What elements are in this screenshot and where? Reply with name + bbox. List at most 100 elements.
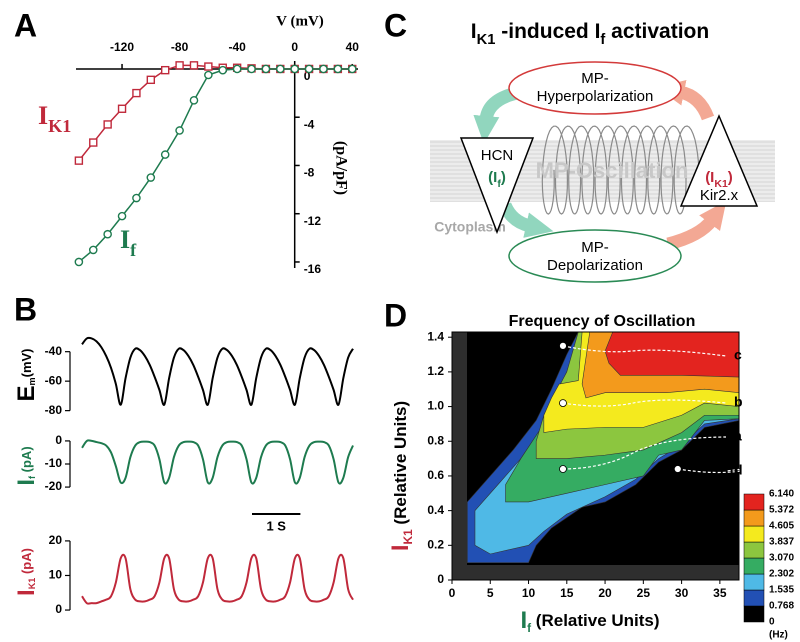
panel-letter: A [14,7,37,43]
y-tick-label: 10 [49,568,63,582]
channel-current: (IK1) [705,169,733,190]
colorbar-label: 6.140 [769,489,794,500]
y-tick-label: 0.8 [427,433,444,447]
x-tick-label: -40 [228,40,246,54]
marker [290,64,299,74]
marker [146,173,156,182]
colorbar-segment [743,589,765,607]
spring [541,125,700,215]
y-axis-label: Em(mV) [13,349,40,402]
colorbar-segment [743,493,765,511]
trace [81,553,354,605]
marker [117,104,127,113]
arrow [498,202,554,238]
trace [81,439,354,485]
text-part: (I [705,169,714,186]
marker [160,150,170,159]
channel-label: Kir2.x [700,187,739,204]
colorbar-segment [743,573,765,591]
text-part: (Relative Units) [531,611,659,630]
leader-line [562,345,727,357]
marker [74,156,84,165]
series-label: IK1 [38,101,71,136]
y-tick-label: 1.4 [427,329,444,343]
channel [679,114,759,207]
x-tick-label: 35 [713,586,727,600]
text-part: I [13,589,40,596]
colorbar-segment [743,541,765,559]
marker [117,211,127,221]
marker [232,64,242,74]
marker [132,193,141,203]
x-axis-label: V (mV) [276,13,324,29]
annotation-point [559,465,567,473]
text-part: I [38,101,48,130]
marker [319,64,328,74]
y-tick-label: 0.2 [427,537,444,551]
y-tick-label: 1.2 [427,364,444,378]
subscript: K1 [27,578,37,590]
channel-label: HCN [481,147,514,164]
charts: -120 -80 -40 0 400-4-8-12-16V (mV)(pA/pF)IK1… [13,13,794,640]
y-tick-label: -12 [304,214,322,228]
annotation-point [559,341,567,350]
leader-line [562,399,727,407]
y-tick-label: 0 [55,602,62,616]
colorbar-label: 3.070 [769,553,794,564]
text-part: I [471,20,477,43]
colorbar-label: 4.605 [769,521,794,532]
text-part: I [120,225,130,254]
node-label: Hyperpolarization [537,88,654,105]
text-part: ) [501,169,506,186]
marker [276,64,285,74]
y-tick-label: 0 [55,433,62,447]
y-tick-label: 0 [304,69,311,83]
y-tick-label: 20 [49,533,63,547]
subscript: m [27,377,37,385]
marker [189,96,199,105]
node-label: MP- [581,239,609,256]
x-tick-label: 5 [487,586,494,600]
text-part: (pA) [19,548,34,578]
subscript: K1 [714,178,728,190]
text-part: activation [605,20,709,43]
series-line [78,64,353,162]
marker [261,64,271,74]
colorbar-label: 0.768 [769,601,794,612]
marker [146,75,156,85]
annotation-label: d [734,462,743,478]
marker [189,61,199,70]
colorbar-label: 1.535 [769,585,794,596]
cytoplasm-label: Cytoplasm [434,219,506,235]
leader-line [677,466,760,474]
colorbar-segment [743,509,765,527]
marker [89,138,98,147]
x-tick-label: 20 [598,586,612,600]
leader-line [562,436,727,470]
colorbar-label: 0 [769,617,775,628]
annotation-label: b [734,394,743,410]
text-part: (I [488,169,497,186]
y-tick-label: -16 [304,262,322,276]
panel-letter: D [384,297,407,333]
x-tick-label: 25 [637,586,651,600]
subscript: f [527,621,531,635]
colorbar-segment [743,605,765,623]
annotation-label: a [734,428,742,444]
marker [161,65,170,75]
y-tick-label: 0 [437,572,444,586]
marker [304,64,314,74]
marker [218,65,228,75]
no-data [452,565,739,580]
marker [333,64,343,74]
x-tick-label: 15 [560,586,574,600]
annotation-point [673,465,682,473]
y-axis-label: If (pA) [13,446,40,485]
diagram: IK1 -induced If activation MP-Oscillatio… [430,20,775,283]
series-label: If [120,225,137,260]
text-part: I [520,607,527,634]
chart-title: Frequency of Oscillation [509,313,696,330]
marker [247,64,256,74]
y-tick-label: -10 [45,456,63,470]
